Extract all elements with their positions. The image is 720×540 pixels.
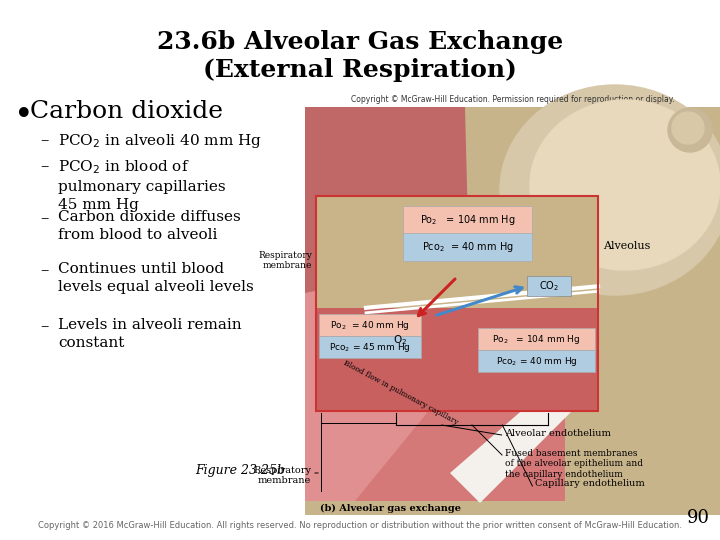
Text: Pco$_2$ = 40 mm Hg: Pco$_2$ = 40 mm Hg: [495, 354, 577, 368]
FancyBboxPatch shape: [403, 233, 532, 261]
Text: Respiratory
membrane: Respiratory membrane: [253, 466, 311, 485]
Text: CO$_2$: CO$_2$: [539, 279, 559, 293]
Text: –: –: [40, 262, 48, 279]
Text: Alveolar endothelium: Alveolar endothelium: [505, 429, 611, 437]
Text: Fused basement membranes
of the alveolar epithelium and
the capillary endotheliu: Fused basement membranes of the alveolar…: [505, 449, 643, 479]
Text: –: –: [40, 210, 48, 227]
Ellipse shape: [500, 85, 720, 295]
Ellipse shape: [530, 100, 720, 270]
Text: –: –: [40, 132, 48, 149]
Text: Po$_2$   = 104 mm Hg: Po$_2$ = 104 mm Hg: [492, 333, 580, 346]
FancyBboxPatch shape: [403, 206, 532, 234]
Text: PCO$_2$ in alveoli 40 mm Hg: PCO$_2$ in alveoli 40 mm Hg: [58, 132, 262, 150]
Text: PCO$_2$ in blood of
pulmonary capillaries
45 mm Hg: PCO$_2$ in blood of pulmonary capillarie…: [58, 158, 225, 213]
Text: Pco$_2$ = 45 mm Hg: Pco$_2$ = 45 mm Hg: [329, 341, 411, 354]
Circle shape: [668, 108, 712, 152]
Text: (External Respiration): (External Respiration): [203, 58, 517, 82]
Text: Alveolus: Alveolus: [603, 241, 650, 251]
Polygon shape: [355, 293, 565, 501]
Text: Copyright © 2016 McGraw-Hill Education. All rights reserved. No reproduction or : Copyright © 2016 McGraw-Hill Education. …: [38, 521, 682, 530]
Text: Copyright © McGraw-Hill Education. Permission required for reproduction or displ: Copyright © McGraw-Hill Education. Permi…: [351, 95, 674, 104]
Text: •: •: [14, 100, 34, 132]
FancyBboxPatch shape: [316, 308, 598, 411]
Text: Carbon dioxide diffuses
from blood to alveoli: Carbon dioxide diffuses from blood to al…: [58, 210, 240, 242]
Text: Continues until blood
levels equal alveoli levels: Continues until blood levels equal alveo…: [58, 262, 253, 294]
FancyBboxPatch shape: [305, 107, 720, 515]
Text: Figure 23.25b: Figure 23.25b: [195, 464, 285, 477]
FancyBboxPatch shape: [316, 196, 598, 308]
Polygon shape: [450, 373, 595, 503]
Text: 90: 90: [687, 509, 710, 527]
Text: Capillary endothelium: Capillary endothelium: [536, 480, 645, 489]
FancyBboxPatch shape: [319, 336, 421, 358]
Text: Po$_2$  = 40 mm Hg: Po$_2$ = 40 mm Hg: [330, 319, 410, 332]
FancyBboxPatch shape: [478, 350, 595, 372]
Circle shape: [672, 112, 704, 144]
Text: Carbon dioxide: Carbon dioxide: [30, 100, 223, 123]
FancyBboxPatch shape: [319, 314, 421, 336]
Text: (b) Alveolar gas exchange: (b) Alveolar gas exchange: [320, 504, 461, 513]
Text: 23.6b Alveolar Gas Exchange: 23.6b Alveolar Gas Exchange: [157, 30, 563, 54]
Text: Po$_2$   = 104 mm Hg: Po$_2$ = 104 mm Hg: [420, 213, 516, 227]
Polygon shape: [405, 248, 463, 308]
Polygon shape: [305, 253, 525, 501]
Text: Respiratory
membrane: Respiratory membrane: [258, 251, 312, 271]
FancyBboxPatch shape: [478, 328, 595, 350]
Polygon shape: [305, 107, 475, 501]
Text: O$_2$: O$_2$: [393, 333, 407, 347]
Text: Levels in alveoli remain
constant: Levels in alveoli remain constant: [58, 318, 242, 350]
Text: –: –: [40, 318, 48, 335]
Text: Blood flow in pulmonary capillary: Blood flow in pulmonary capillary: [342, 359, 459, 427]
FancyBboxPatch shape: [527, 276, 571, 296]
Text: Pco$_2$  = 40 mm Hg: Pco$_2$ = 40 mm Hg: [422, 240, 513, 254]
Polygon shape: [425, 213, 535, 293]
Text: –: –: [40, 158, 48, 175]
